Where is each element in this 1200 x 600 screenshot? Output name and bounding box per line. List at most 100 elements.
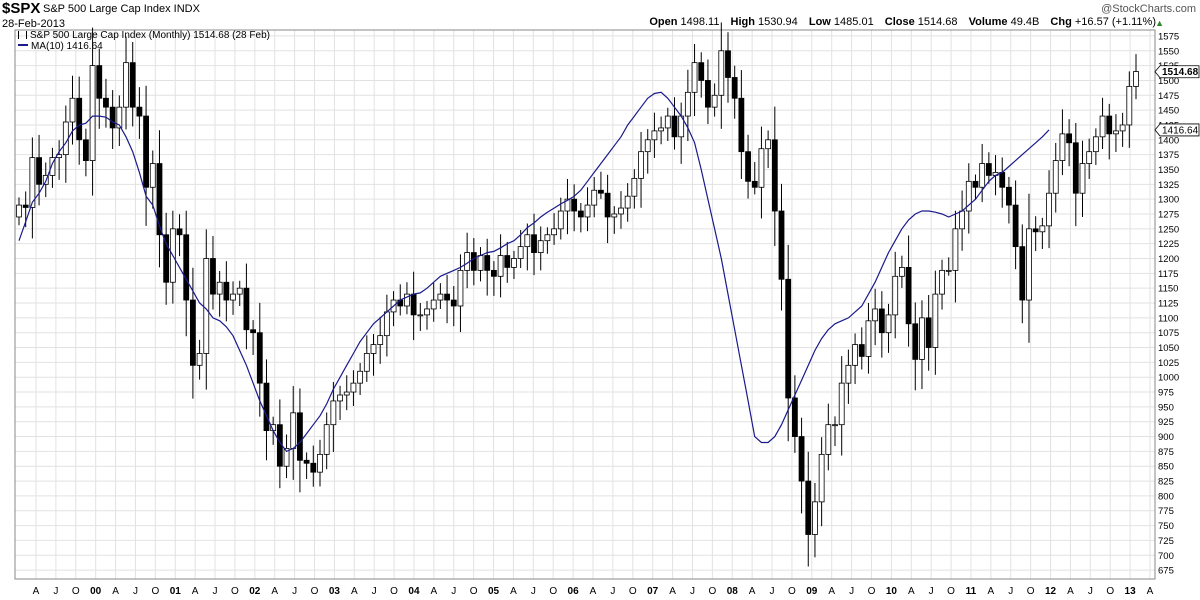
candle-body (383, 311, 390, 337)
candle-body (377, 335, 384, 345)
candle-body (156, 163, 163, 236)
candle-body (598, 189, 604, 194)
candle-body (183, 234, 190, 301)
candle-body (758, 148, 765, 188)
candlestick-series (16, 22, 1139, 567)
candle-body (430, 299, 437, 310)
x-tick-label: O (1027, 586, 1035, 597)
candle-body (1133, 71, 1139, 87)
candle (638, 131, 644, 208)
candle-body (604, 192, 611, 218)
candle-body (1072, 142, 1079, 194)
y-tick-label: 1275 (1158, 209, 1179, 220)
candle-body (872, 308, 879, 322)
y-tick-label: 1300 (1158, 195, 1179, 206)
candle (103, 78, 109, 128)
candle-body (631, 177, 638, 197)
low-value: 1485.01 (833, 16, 874, 28)
candle-body (223, 281, 230, 301)
candle-body (624, 195, 631, 209)
x-tick-label: 05 (488, 586, 500, 597)
candle-body (698, 62, 705, 81)
candle-body (939, 269, 945, 295)
candle-body (196, 353, 203, 366)
candle (624, 183, 631, 222)
candle (932, 270, 939, 375)
candle (577, 203, 584, 233)
x-tick-label: A (271, 586, 278, 597)
candle (765, 130, 772, 168)
candle-body (865, 320, 872, 357)
candle-body (1086, 151, 1093, 164)
candle (444, 274, 450, 324)
candle-body (771, 139, 778, 212)
candle-body (103, 97, 109, 108)
candle (564, 178, 571, 235)
candle (484, 238, 491, 296)
candle (29, 137, 36, 239)
candle (945, 257, 952, 276)
candle-body (638, 151, 644, 179)
candle (524, 223, 531, 271)
candle-body (16, 204, 22, 218)
candle-body (444, 293, 450, 301)
candle-body (497, 255, 504, 277)
candle (243, 263, 250, 350)
candle (845, 349, 852, 404)
candle (584, 187, 591, 232)
candle-body (664, 115, 671, 129)
y-tick-label: 975 (1158, 388, 1174, 399)
x-tick-label: 06 (568, 586, 580, 597)
candle-body (343, 391, 350, 396)
candle-body (363, 353, 370, 372)
x-tick-label: 04 (408, 586, 420, 597)
ma-swatch-icon (18, 44, 28, 46)
x-tick-label: O (311, 586, 319, 597)
candle (738, 70, 745, 179)
candle (1079, 140, 1086, 217)
candle (156, 130, 163, 268)
x-tick-label: A (431, 586, 438, 597)
candle (725, 32, 731, 103)
candle (905, 235, 912, 347)
candle (664, 107, 671, 141)
candle (705, 59, 711, 125)
candle (985, 152, 992, 184)
y-tick-label: 1050 (1158, 343, 1179, 354)
candle (531, 213, 537, 276)
x-tick-label: O (629, 586, 637, 597)
candle (785, 244, 792, 442)
candle-body (357, 370, 364, 384)
candle-body (303, 459, 310, 464)
candle (497, 234, 504, 298)
candle (504, 241, 511, 283)
candle-body (1106, 115, 1113, 135)
candle-body (250, 329, 257, 334)
candle-body (1119, 124, 1126, 132)
x-tick-label: 07 (647, 586, 659, 597)
candle (825, 403, 832, 471)
y-tick-label: 1225 (1158, 239, 1179, 250)
stockcharts-watermark: @StockCharts.com (1101, 3, 1196, 15)
candle (190, 267, 196, 399)
volume-label: Volume (968, 16, 1008, 28)
candle (771, 106, 778, 247)
candle-body (1079, 163, 1086, 194)
x-tick-label: O (868, 586, 876, 597)
candle-body (979, 163, 986, 188)
x-tick-label: A (351, 586, 358, 597)
x-tick-label: 02 (249, 586, 261, 597)
candle-body (945, 269, 952, 272)
candle (1072, 123, 1079, 227)
candle-body (49, 157, 56, 176)
candle (812, 482, 818, 558)
candle (310, 445, 317, 487)
x-tick-label: 03 (329, 586, 341, 597)
y-tick-label: 1125 (1158, 299, 1178, 310)
x-tick-label: 11 (966, 586, 977, 597)
candle (517, 230, 524, 268)
close-value: 1514.68 (917, 16, 958, 28)
candle (357, 362, 364, 396)
candle-body (290, 412, 297, 449)
